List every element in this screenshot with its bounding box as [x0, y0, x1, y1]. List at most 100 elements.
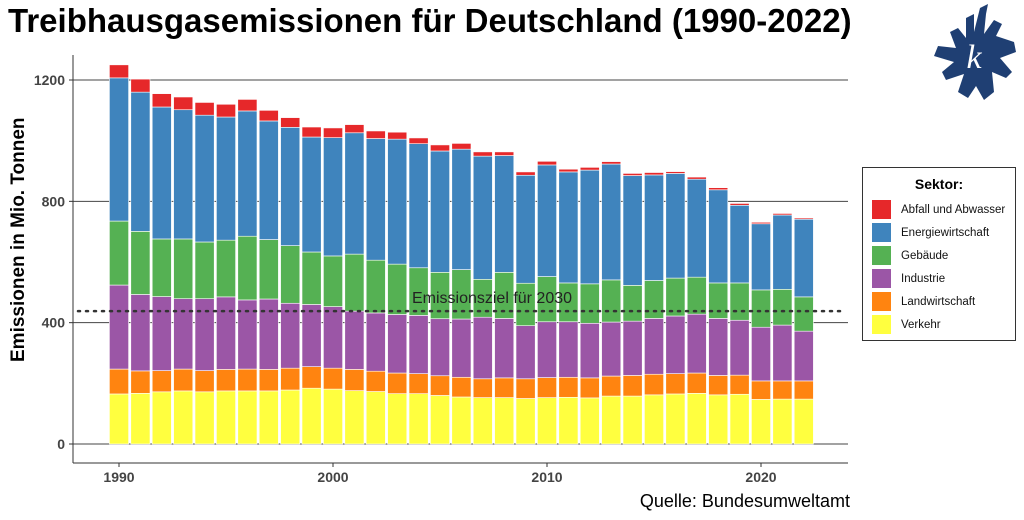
bar-industrie-1999 — [301, 304, 322, 367]
legend-item: Abfall und Abwasser — [863, 198, 1015, 221]
bar-abfall-und-abwasser-2009 — [515, 171, 536, 176]
bar-stack-1997 — [258, 110, 279, 445]
bar-verkehr-2019 — [729, 393, 750, 445]
bar-landwirtschaft-2022 — [793, 380, 814, 400]
bar-verkehr-2015 — [644, 394, 664, 445]
bar-energiewirtschaft-1990 — [109, 77, 129, 222]
legend-item: Energiewirtschaft — [863, 221, 1015, 244]
bar-industrie-2019 — [729, 319, 750, 376]
bar-abfall-und-abwasser-2011 — [558, 168, 579, 173]
legend-key — [871, 245, 892, 266]
target-label: Emissionsziel für 2030 — [412, 290, 572, 307]
bar-abfall-und-abwasser-2010 — [537, 160, 557, 166]
bar-industrie-2012 — [579, 322, 600, 379]
bar-industrie-1991 — [130, 294, 151, 372]
bar-abfall-und-abwasser-2014 — [622, 173, 643, 176]
bar-abfall-und-abwasser-2007 — [472, 151, 493, 157]
bar-stack-1992 — [151, 93, 172, 445]
bar-gebäude-2003 — [387, 263, 408, 315]
bar-industrie-1993 — [173, 298, 194, 370]
bar-verkehr-2010 — [537, 397, 557, 445]
bar-industrie-2017 — [686, 313, 707, 374]
bar-verkehr-2022 — [793, 398, 814, 445]
bar-abfall-und-abwasser-1995 — [216, 103, 236, 118]
bar-stack-1994 — [194, 102, 215, 445]
bar-verkehr-2014 — [622, 395, 643, 445]
bar-energiewirtschaft-2015 — [644, 174, 664, 281]
bar-gebäude-2002 — [365, 259, 386, 314]
bar-stack-2013 — [601, 161, 622, 445]
bar-stack-2021 — [772, 213, 793, 445]
bar-energiewirtschaft-2011 — [558, 171, 579, 284]
bar-landwirtschaft-2002 — [365, 370, 386, 392]
bar-energiewirtschaft-1993 — [173, 109, 194, 240]
bar-verkehr-2020 — [751, 399, 771, 445]
bar-abfall-und-abwasser-2002 — [365, 130, 386, 139]
bar-abfall-und-abwasser-1991 — [130, 78, 151, 93]
bar-energiewirtschaft-2018 — [708, 189, 729, 284]
bar-abfall-und-abwasser-1990 — [109, 64, 129, 79]
x-tick-label: 1990 — [103, 469, 134, 485]
bar-industrie-1990 — [109, 284, 129, 370]
bar-gebäude-1992 — [151, 238, 172, 297]
bar-abfall-und-abwasser-1996 — [237, 99, 258, 112]
bar-stack-1999 — [301, 126, 322, 445]
bar-stack-2014 — [622, 173, 643, 445]
bars — [109, 64, 814, 445]
bar-verkehr-2007 — [472, 397, 493, 445]
bar-verkehr-2012 — [579, 397, 600, 445]
bar-verkehr-2011 — [558, 396, 579, 445]
bar-landwirtschaft-2013 — [601, 375, 622, 397]
bar-energiewirtschaft-2010 — [537, 164, 557, 277]
legend-item: Landwirtschaft — [863, 290, 1015, 313]
legend-label: Energiewirtschaft — [901, 226, 990, 239]
y-axis-label: Emissionen in Mio. Tonnen — [8, 117, 29, 362]
bar-stack-1991 — [130, 78, 151, 445]
bar-gebäude-2001 — [344, 253, 365, 312]
bar-abfall-und-abwasser-1993 — [173, 96, 194, 111]
x-ticks: 1990 2000 2010 2020 — [103, 463, 777, 485]
bar-landwirtschaft-2018 — [708, 375, 729, 396]
bar-energiewirtschaft-2019 — [729, 204, 750, 284]
bar-landwirtschaft-2017 — [686, 372, 707, 394]
bar-abfall-und-abwasser-2004 — [408, 137, 429, 145]
bar-abfall-und-abwasser-2020 — [751, 221, 771, 225]
bar-industrie-1995 — [216, 296, 236, 370]
bar-industrie-1997 — [258, 298, 279, 370]
bar-abfall-und-abwasser-2006 — [451, 143, 472, 150]
legend-label: Gebäude — [901, 249, 949, 262]
legend-label: Landwirtschaft — [901, 295, 976, 308]
bar-energiewirtschaft-2021 — [772, 214, 793, 290]
bar-energiewirtschaft-2022 — [793, 218, 814, 298]
bar-verkehr-1994 — [194, 391, 215, 445]
bar-stack-2002 — [365, 130, 386, 445]
bar-stack-1996 — [237, 99, 258, 445]
bar-stack-2018 — [708, 187, 729, 445]
bar-energiewirtschaft-1994 — [194, 114, 215, 243]
bar-gebäude-1991 — [130, 231, 151, 295]
bar-abfall-und-abwasser-2016 — [665, 171, 686, 174]
bar-verkehr-2016 — [665, 393, 686, 445]
bar-stack-1995 — [216, 103, 236, 445]
bar-stack-2007 — [472, 151, 493, 445]
legend-key — [871, 268, 892, 289]
bar-landwirtschaft-1995 — [216, 369, 236, 392]
bar-verkehr-2002 — [365, 391, 386, 445]
bar-gebäude-1995 — [216, 239, 236, 298]
bar-landwirtschaft-2020 — [751, 380, 771, 400]
bar-abfall-und-abwasser-2019 — [729, 203, 750, 206]
legend-title: Sektor: — [914, 176, 964, 192]
bar-stack-2003 — [387, 131, 408, 445]
bar-verkehr-2018 — [708, 394, 729, 445]
bar-stack-2010 — [537, 160, 557, 445]
bar-stack-2004 — [408, 137, 429, 445]
bar-landwirtschaft-1992 — [151, 370, 172, 393]
bar-abfall-und-abwasser-2022 — [793, 217, 814, 220]
bar-landwirtschaft-2003 — [387, 372, 408, 394]
bar-industrie-2000 — [323, 306, 343, 369]
bar-landwirtschaft-1991 — [130, 370, 151, 394]
legend-item: Industrie — [863, 267, 1015, 290]
bar-stack-2009 — [515, 171, 536, 445]
bar-industrie-2018 — [708, 318, 729, 376]
